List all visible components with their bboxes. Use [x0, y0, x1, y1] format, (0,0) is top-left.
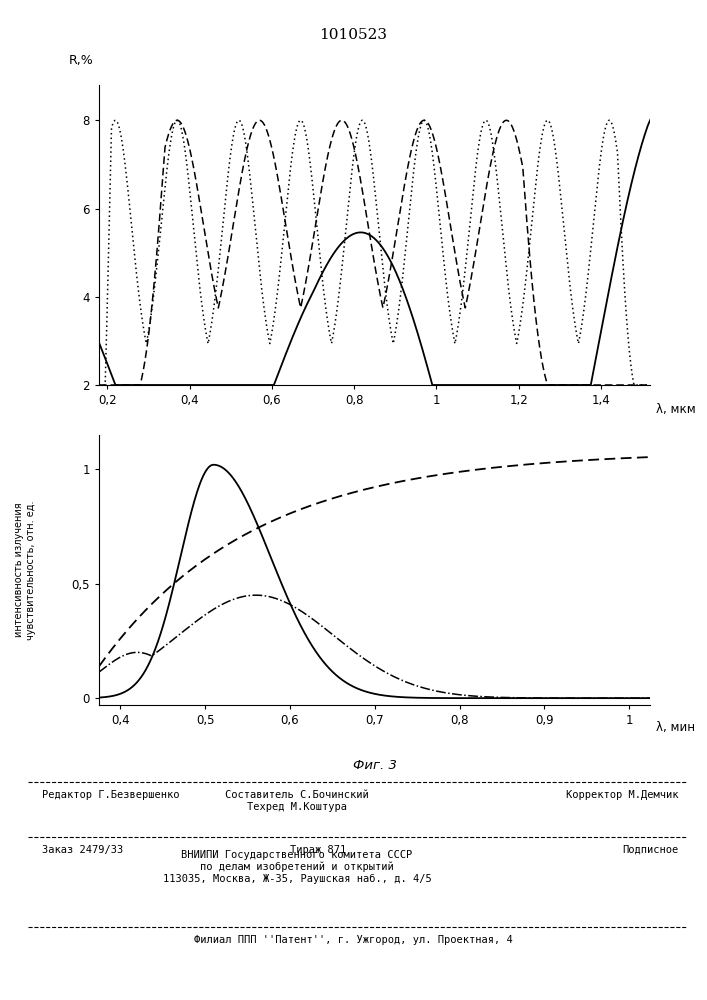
- Text: Фиг. 3: Фиг. 3: [353, 759, 397, 772]
- Text: R,%: R,%: [69, 54, 93, 67]
- Text: Фиг. 2: Фиг. 2: [353, 439, 397, 452]
- Y-axis label: интенсивность излучения
чувствительность, отн. ед.: интенсивность излучения чувствительность…: [14, 500, 35, 640]
- Text: Составитель С.Бочинский
Техред М.Коштура: Составитель С.Бочинский Техред М.Коштура: [225, 790, 369, 812]
- Text: Редактор Г.Безвершенко: Редактор Г.Безвершенко: [42, 790, 180, 800]
- Text: Тираж 871: Тираж 871: [290, 845, 346, 855]
- Text: λ, мин: λ, мин: [656, 721, 695, 734]
- Text: Заказ 2479/33: Заказ 2479/33: [42, 845, 124, 855]
- Text: 1010523: 1010523: [320, 28, 387, 42]
- Text: Подписное: Подписное: [622, 845, 679, 855]
- Text: ВНИИПИ Государственного комитета СССР
по делам изобретений и открытий
113035, Мо: ВНИИПИ Государственного комитета СССР по…: [163, 850, 431, 884]
- Text: λ, мкм: λ, мкм: [656, 403, 696, 416]
- Text: Корректор М.Демчик: Корректор М.Демчик: [566, 790, 679, 800]
- Text: Филиал ППП ''Патент'', г. Ужгород, ул. Проектная, 4: Филиал ППП ''Патент'', г. Ужгород, ул. П…: [194, 935, 513, 945]
